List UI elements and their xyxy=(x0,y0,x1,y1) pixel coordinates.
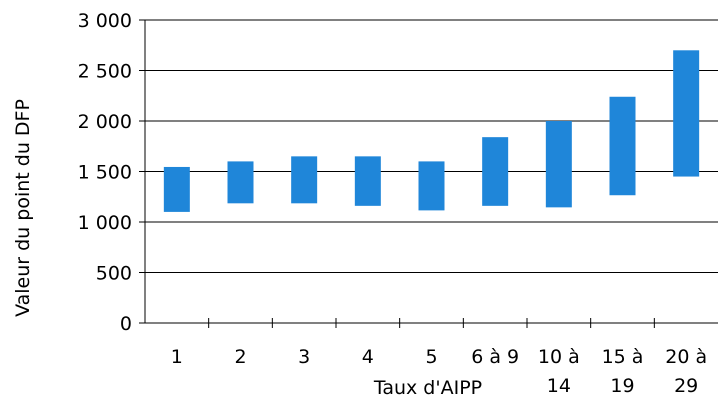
x-tick-label: 4 xyxy=(362,346,374,368)
y-tick-label: 0 xyxy=(120,313,132,335)
range-bar xyxy=(673,50,700,177)
x-tick-label: 14 xyxy=(547,375,571,397)
range-bar xyxy=(163,166,190,212)
y-tick-label: 2 000 xyxy=(78,111,132,133)
x-tick-label: 5 xyxy=(425,346,437,368)
y-tick-labels: 0 500 1 000 1 500 2 000 2 500 3 000 xyxy=(78,10,132,335)
x-tick-label: 2 xyxy=(234,346,246,368)
x-axis-title: Taux d'AIPP xyxy=(373,377,482,399)
x-tick-label: 10 à xyxy=(538,346,580,368)
x-tick-label: 3 xyxy=(298,346,310,368)
y-tick-label: 500 xyxy=(96,263,132,285)
x-tick-label: 29 xyxy=(674,375,698,397)
y-tick-label: 2 500 xyxy=(78,61,132,83)
y-tick-label: 1 000 xyxy=(78,212,132,234)
range-bar xyxy=(291,156,318,204)
x-tick-label: 19 xyxy=(610,375,634,397)
y-tick-label: 3 000 xyxy=(78,10,132,32)
x-tick-label: 6 à 9 xyxy=(471,346,519,368)
x-tick-label: 20 à xyxy=(665,346,707,368)
y-axis-title: Valeur du point du DFP xyxy=(12,99,34,317)
x-tick-labels: 1 2 3 4 5 6 à 9 10 à 14 15 à 19 20 à 29 xyxy=(171,346,707,397)
range-bar xyxy=(227,161,254,204)
axes xyxy=(139,19,718,328)
x-tick-label: 1 xyxy=(171,346,183,368)
bars xyxy=(163,50,700,212)
x-tick-label: 15 à xyxy=(602,346,644,368)
range-bar xyxy=(482,137,509,206)
y-tick-label: 1 500 xyxy=(78,162,132,184)
range-bar xyxy=(418,161,445,211)
range-bar xyxy=(545,121,572,208)
range-bar xyxy=(354,156,381,206)
range-bar xyxy=(609,96,636,196)
